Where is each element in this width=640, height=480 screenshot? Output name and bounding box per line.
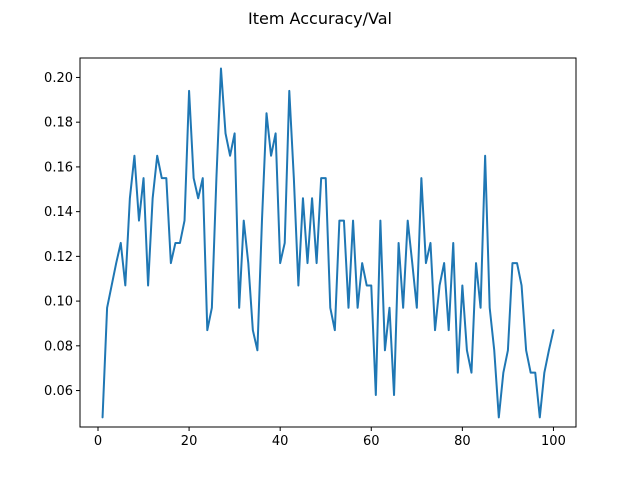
x-tick-label: 80: [454, 434, 471, 449]
y-tick-label: 0.14: [44, 205, 73, 220]
x-tick-label: 0: [94, 434, 102, 449]
x-tick-label: 60: [363, 434, 380, 449]
x-tick-label: 40: [272, 434, 289, 449]
y-tick-label: 0.08: [44, 339, 73, 354]
y-tick-label: 0.18: [44, 116, 73, 131]
x-tick-label: 20: [181, 434, 198, 449]
series-line: [101, 67, 555, 419]
x-tick-label: 100: [541, 434, 566, 449]
y-axis-ticks: 0.06 0.08 0.10 0.12 0.14 0.16 0.18 0.20: [44, 71, 80, 399]
y-tick-label: 0.06: [44, 384, 73, 399]
y-tick-label: 0.10: [44, 295, 73, 310]
y-tick-label: 0.12: [44, 250, 73, 265]
plot-area-frame: [79, 57, 577, 428]
y-tick-label: 0.16: [44, 160, 73, 175]
x-axis-ticks: 0 20 40 60 80 100: [94, 427, 566, 449]
chart-title: Item Accuracy/Val: [248, 9, 392, 28]
y-tick-label: 0.20: [44, 71, 73, 86]
